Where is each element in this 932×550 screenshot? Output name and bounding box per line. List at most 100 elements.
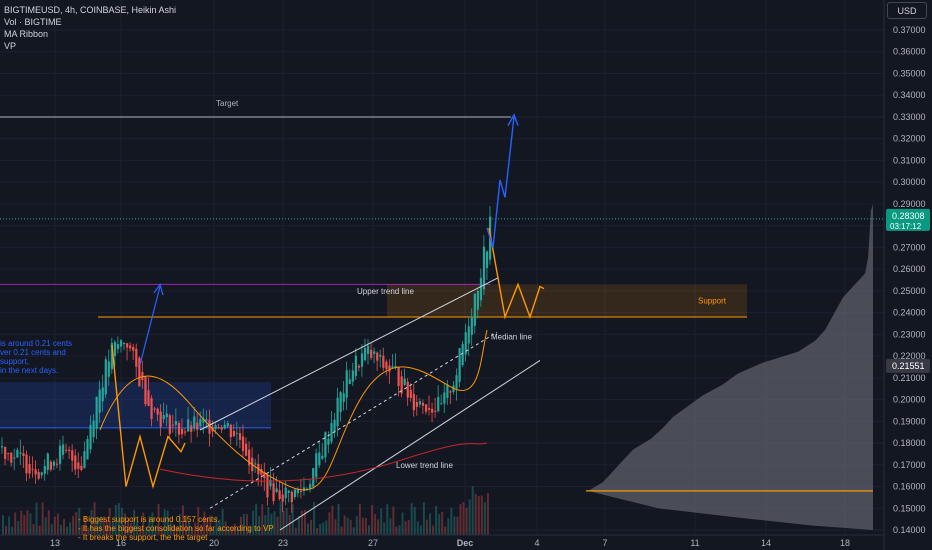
lower-trend-line xyxy=(279,360,541,531)
ma-orange xyxy=(99,329,488,491)
candle-body xyxy=(101,387,104,402)
volume-bar xyxy=(337,503,340,535)
candle-body xyxy=(302,487,306,491)
volume-bar xyxy=(35,502,38,535)
volume-bar xyxy=(200,524,203,535)
arrow-left xyxy=(139,286,161,365)
time-tick-label: 4 xyxy=(534,538,539,548)
price-tick-label: 0.21000 xyxy=(893,373,926,383)
candle-body xyxy=(55,463,59,465)
volume-bar xyxy=(371,505,374,535)
volume-bar xyxy=(374,513,377,535)
volume-bar xyxy=(120,508,123,535)
time-tick-label: 23 xyxy=(278,538,288,548)
candle-body xyxy=(318,452,321,466)
arrow-right xyxy=(486,116,515,248)
volume-bar xyxy=(429,513,431,535)
candle-body xyxy=(34,469,37,475)
volume-bars xyxy=(2,486,489,535)
volume-bar xyxy=(270,513,273,535)
candle-body xyxy=(226,423,229,427)
time-axis[interactable]: 13 16 20 23 27 Dec 4 7 11 14 18 xyxy=(0,534,884,548)
price-tick-label: 0.22000 xyxy=(893,351,926,361)
chart-legend: BIGTIMEUSD, 4h, COINBASE, Heikin Ashi Vo… xyxy=(4,4,176,52)
volume-indicator[interactable]: Vol · BIGTIME xyxy=(4,17,62,27)
volume-bar xyxy=(264,515,267,535)
candle-body xyxy=(342,393,345,403)
candle-body xyxy=(19,452,22,454)
candle-body xyxy=(171,424,174,426)
time-tick-label: 16 xyxy=(116,538,126,548)
volume-bar xyxy=(282,510,285,535)
candle-body xyxy=(284,487,287,499)
volume-profile xyxy=(586,203,873,531)
volume-bar xyxy=(142,512,145,535)
candle-body xyxy=(345,370,348,398)
volume-bar xyxy=(175,526,178,535)
candle-body xyxy=(46,453,49,470)
candle-body xyxy=(147,390,150,406)
candle-body xyxy=(367,345,370,354)
candle-body xyxy=(80,465,83,470)
price-tick-label: 0.33000 xyxy=(893,112,926,122)
volume-bar xyxy=(242,513,245,535)
currency-selector[interactable]: USD xyxy=(887,2,927,19)
price-tick-label: 0.16000 xyxy=(893,482,926,492)
volume-bar xyxy=(108,508,111,535)
volume-bar xyxy=(93,502,96,535)
volume-bar xyxy=(267,506,270,535)
volume-bar xyxy=(26,510,29,535)
symbol-line[interactable]: BIGTIMEUSD, 4h, COINBASE, Heikin Ashi xyxy=(4,5,177,15)
candle-body xyxy=(4,446,7,459)
candle-body xyxy=(98,389,101,413)
volume-bar xyxy=(355,516,358,535)
volume-bar xyxy=(300,510,303,535)
candle-body xyxy=(373,351,376,354)
support-zone xyxy=(387,284,747,317)
time-tick-label: 27 xyxy=(368,538,378,548)
candle-body xyxy=(71,450,74,461)
candle-body xyxy=(440,403,443,405)
volume-bar xyxy=(465,507,468,535)
candle-body xyxy=(245,443,248,456)
candle-body xyxy=(180,428,184,435)
volume-bar xyxy=(386,504,389,535)
price-axis[interactable]: 0.37000 0.36000 0.35000 0.34000 0.33000 0.320… xyxy=(883,0,930,550)
candle-body xyxy=(62,444,65,455)
volume-bar xyxy=(5,525,8,535)
volume-bar xyxy=(480,495,483,535)
candle-body xyxy=(184,431,187,433)
volume-bar xyxy=(111,521,114,535)
price-tick-label: 0.29000 xyxy=(893,199,926,209)
zigzag-left xyxy=(111,345,186,490)
candle-body xyxy=(235,432,239,434)
candle-body xyxy=(418,401,422,405)
volume-bar xyxy=(185,515,187,535)
volume-bar xyxy=(194,522,197,535)
volume-bar xyxy=(258,516,261,535)
volume-bar xyxy=(252,510,255,535)
volume-bar xyxy=(468,499,471,535)
candle-body xyxy=(254,463,257,465)
volume-bar xyxy=(325,520,328,535)
candle-body xyxy=(43,465,46,474)
ma-ribbon-indicator[interactable]: MA Ribbon xyxy=(4,29,49,39)
price-tick-label: 0.19000 xyxy=(893,416,926,426)
candle-body xyxy=(190,425,193,432)
candle-body xyxy=(482,246,486,290)
volume-bar xyxy=(239,516,242,535)
upper-trend-label: Upper trend line xyxy=(357,287,414,296)
candle-body xyxy=(205,419,208,421)
candle-body xyxy=(1,446,4,448)
volume-bar xyxy=(181,505,184,535)
volume-bar xyxy=(456,516,459,535)
volume-bar xyxy=(361,517,364,535)
candle-body xyxy=(25,454,28,474)
candle-body xyxy=(455,375,458,389)
candle-body xyxy=(68,449,71,451)
vp-indicator[interactable]: VP xyxy=(4,41,17,51)
candle-body xyxy=(275,488,278,493)
candle-body xyxy=(467,326,470,344)
volume-bar xyxy=(23,515,26,535)
